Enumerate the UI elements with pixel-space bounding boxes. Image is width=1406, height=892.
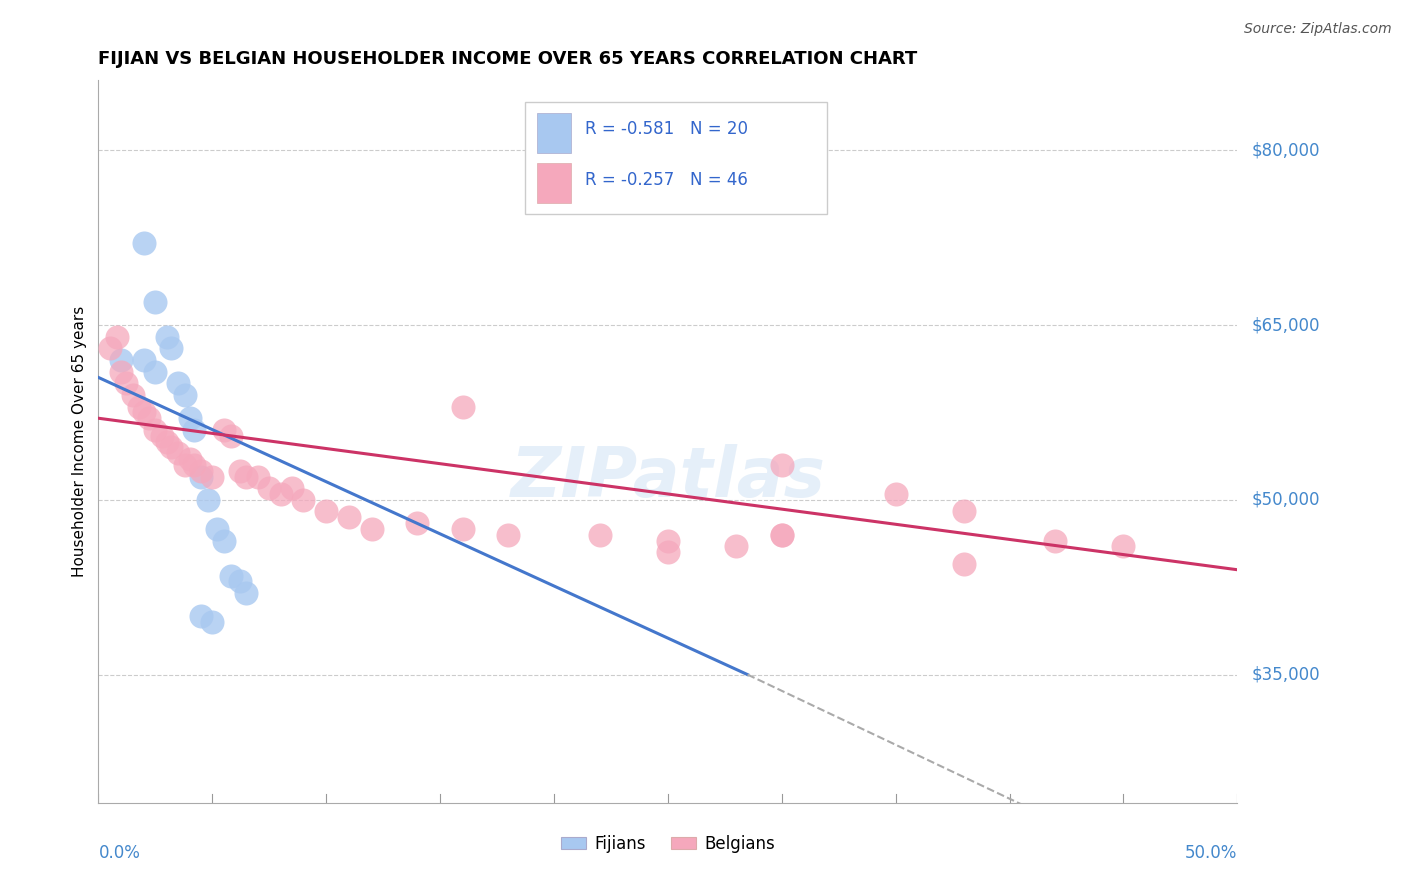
Point	[259, 481, 281, 495]
Point	[105, 329, 128, 343]
Point	[228, 464, 250, 478]
Bar	[537, 112, 571, 153]
Point	[156, 329, 179, 343]
Point	[205, 522, 228, 536]
Point	[190, 469, 212, 483]
Point	[145, 423, 167, 437]
Point	[212, 423, 235, 437]
Point	[110, 365, 132, 379]
Point	[110, 353, 132, 368]
Point	[98, 341, 121, 355]
Text: R = -0.257   N = 46: R = -0.257 N = 46	[585, 170, 748, 188]
Point	[150, 428, 173, 442]
Text: Source: ZipAtlas.com: Source: ZipAtlas.com	[1244, 22, 1392, 37]
Point	[132, 405, 155, 419]
Text: $35,000: $35,000	[1251, 665, 1320, 683]
Point	[770, 458, 793, 472]
Point	[156, 434, 179, 449]
Legend: Fijians, Belgians: Fijians, Belgians	[554, 828, 782, 860]
Point	[235, 469, 257, 483]
Point	[270, 487, 292, 501]
Point	[884, 487, 907, 501]
Point	[145, 365, 167, 379]
Point	[114, 376, 136, 391]
Text: FIJIAN VS BELGIAN HOUSEHOLDER INCOME OVER 65 YEARS CORRELATION CHART: FIJIAN VS BELGIAN HOUSEHOLDER INCOME OVE…	[98, 50, 918, 68]
Text: R = -0.581   N = 20: R = -0.581 N = 20	[585, 120, 748, 138]
Point	[406, 516, 429, 530]
Point	[1112, 540, 1135, 554]
Point	[451, 400, 474, 414]
Point	[212, 533, 235, 548]
Point	[725, 540, 748, 554]
Point	[281, 481, 304, 495]
Point	[235, 586, 257, 600]
Point	[128, 400, 150, 414]
Point	[145, 294, 167, 309]
Point	[121, 388, 143, 402]
Point	[201, 469, 224, 483]
Point	[337, 510, 360, 524]
Point	[183, 458, 205, 472]
Point	[183, 423, 205, 437]
Point	[174, 388, 197, 402]
Point	[246, 469, 269, 483]
Y-axis label: Householder Income Over 65 years: Householder Income Over 65 years	[72, 306, 87, 577]
Point	[657, 533, 679, 548]
Point	[201, 615, 224, 630]
Point	[190, 464, 212, 478]
Point	[1043, 533, 1066, 548]
Text: 50.0%: 50.0%	[1185, 845, 1237, 863]
Point	[160, 441, 183, 455]
Point	[953, 504, 976, 518]
Point	[160, 341, 183, 355]
Point	[167, 446, 190, 460]
Point	[174, 458, 197, 472]
Point	[132, 236, 155, 251]
Point	[179, 411, 201, 425]
Point	[770, 528, 793, 542]
Point	[315, 504, 337, 518]
Point	[451, 522, 474, 536]
Point	[219, 428, 242, 442]
Text: $50,000: $50,000	[1251, 491, 1320, 508]
Point	[953, 557, 976, 571]
Point	[498, 528, 520, 542]
Point	[657, 545, 679, 559]
Point	[132, 353, 155, 368]
Point	[588, 528, 610, 542]
Point	[219, 568, 242, 582]
Point	[228, 574, 250, 589]
Text: $80,000: $80,000	[1251, 141, 1320, 159]
Point	[197, 492, 219, 507]
Text: $65,000: $65,000	[1251, 316, 1320, 334]
FancyBboxPatch shape	[526, 102, 827, 214]
Point	[360, 522, 382, 536]
Point	[138, 411, 160, 425]
Point	[292, 492, 315, 507]
Point	[179, 452, 201, 467]
Point	[190, 609, 212, 624]
Text: 0.0%: 0.0%	[98, 845, 141, 863]
Point	[770, 528, 793, 542]
Bar	[537, 163, 571, 203]
Text: ZIPatlas: ZIPatlas	[510, 444, 825, 511]
Point	[167, 376, 190, 391]
